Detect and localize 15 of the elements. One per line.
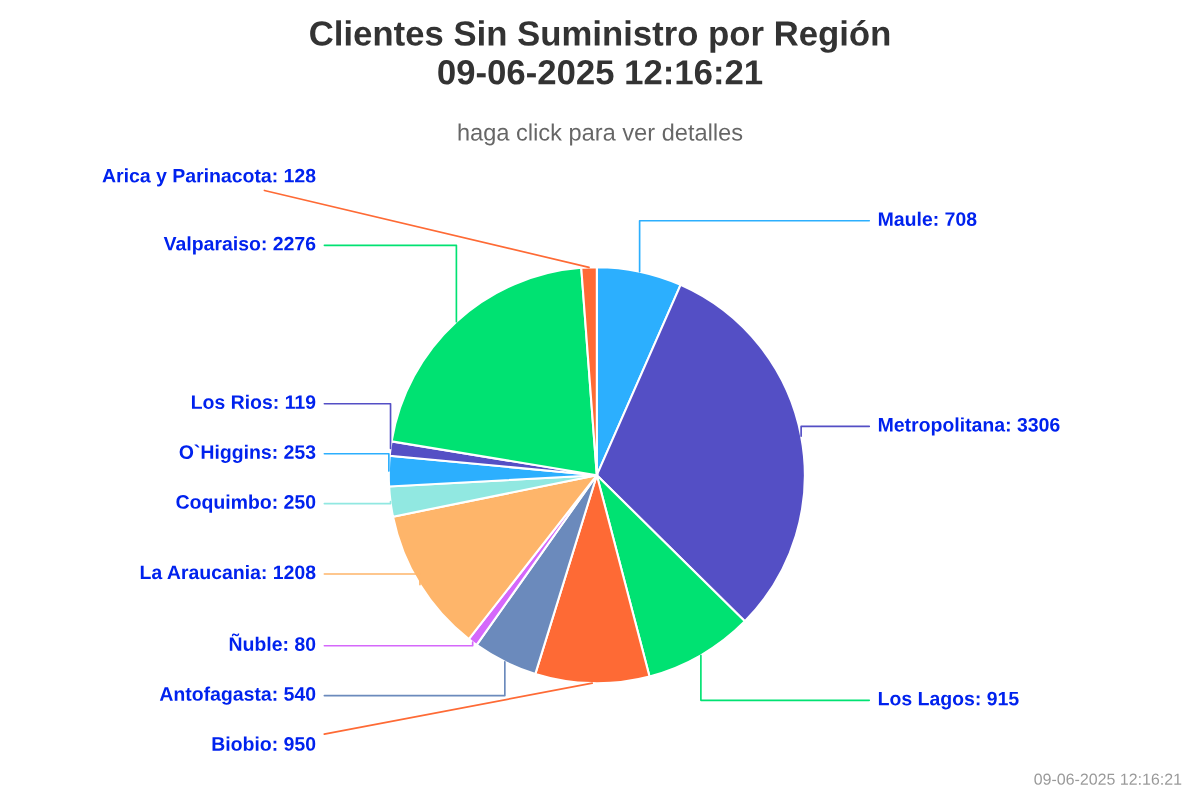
slice-label: Ñuble: 80 [229,633,316,651]
slice-label: Arica y Parinacota: 128 [102,168,316,187]
slice-label: La Araucania: 1208 [140,564,316,580]
slice-label: Maule: 708 [878,211,977,226]
chart-title: Clientes Sin Suministro por Región 09-06-2025 12:16:21 [310,20,890,85]
text: 09-06-2025 12:16:21 [1034,773,1182,785]
slice-label: Coquimbo: 250 [176,494,316,513]
slice-label: Metropolitana: 3306 [878,417,1060,436]
slice-label: Biobio: 950 [212,736,316,751]
slice-label: Los Lagos: 915 [878,691,1019,710]
slice-label: O`Higgins: 253 [179,444,316,463]
slice-label: Valparaiso: 2276 [163,236,316,255]
slice-label: Los Rios: 119 [191,394,316,410]
chart-subtitle: haga click para ver detalles [458,123,743,146]
slice-label: Antofagasta: 540 [159,686,316,705]
